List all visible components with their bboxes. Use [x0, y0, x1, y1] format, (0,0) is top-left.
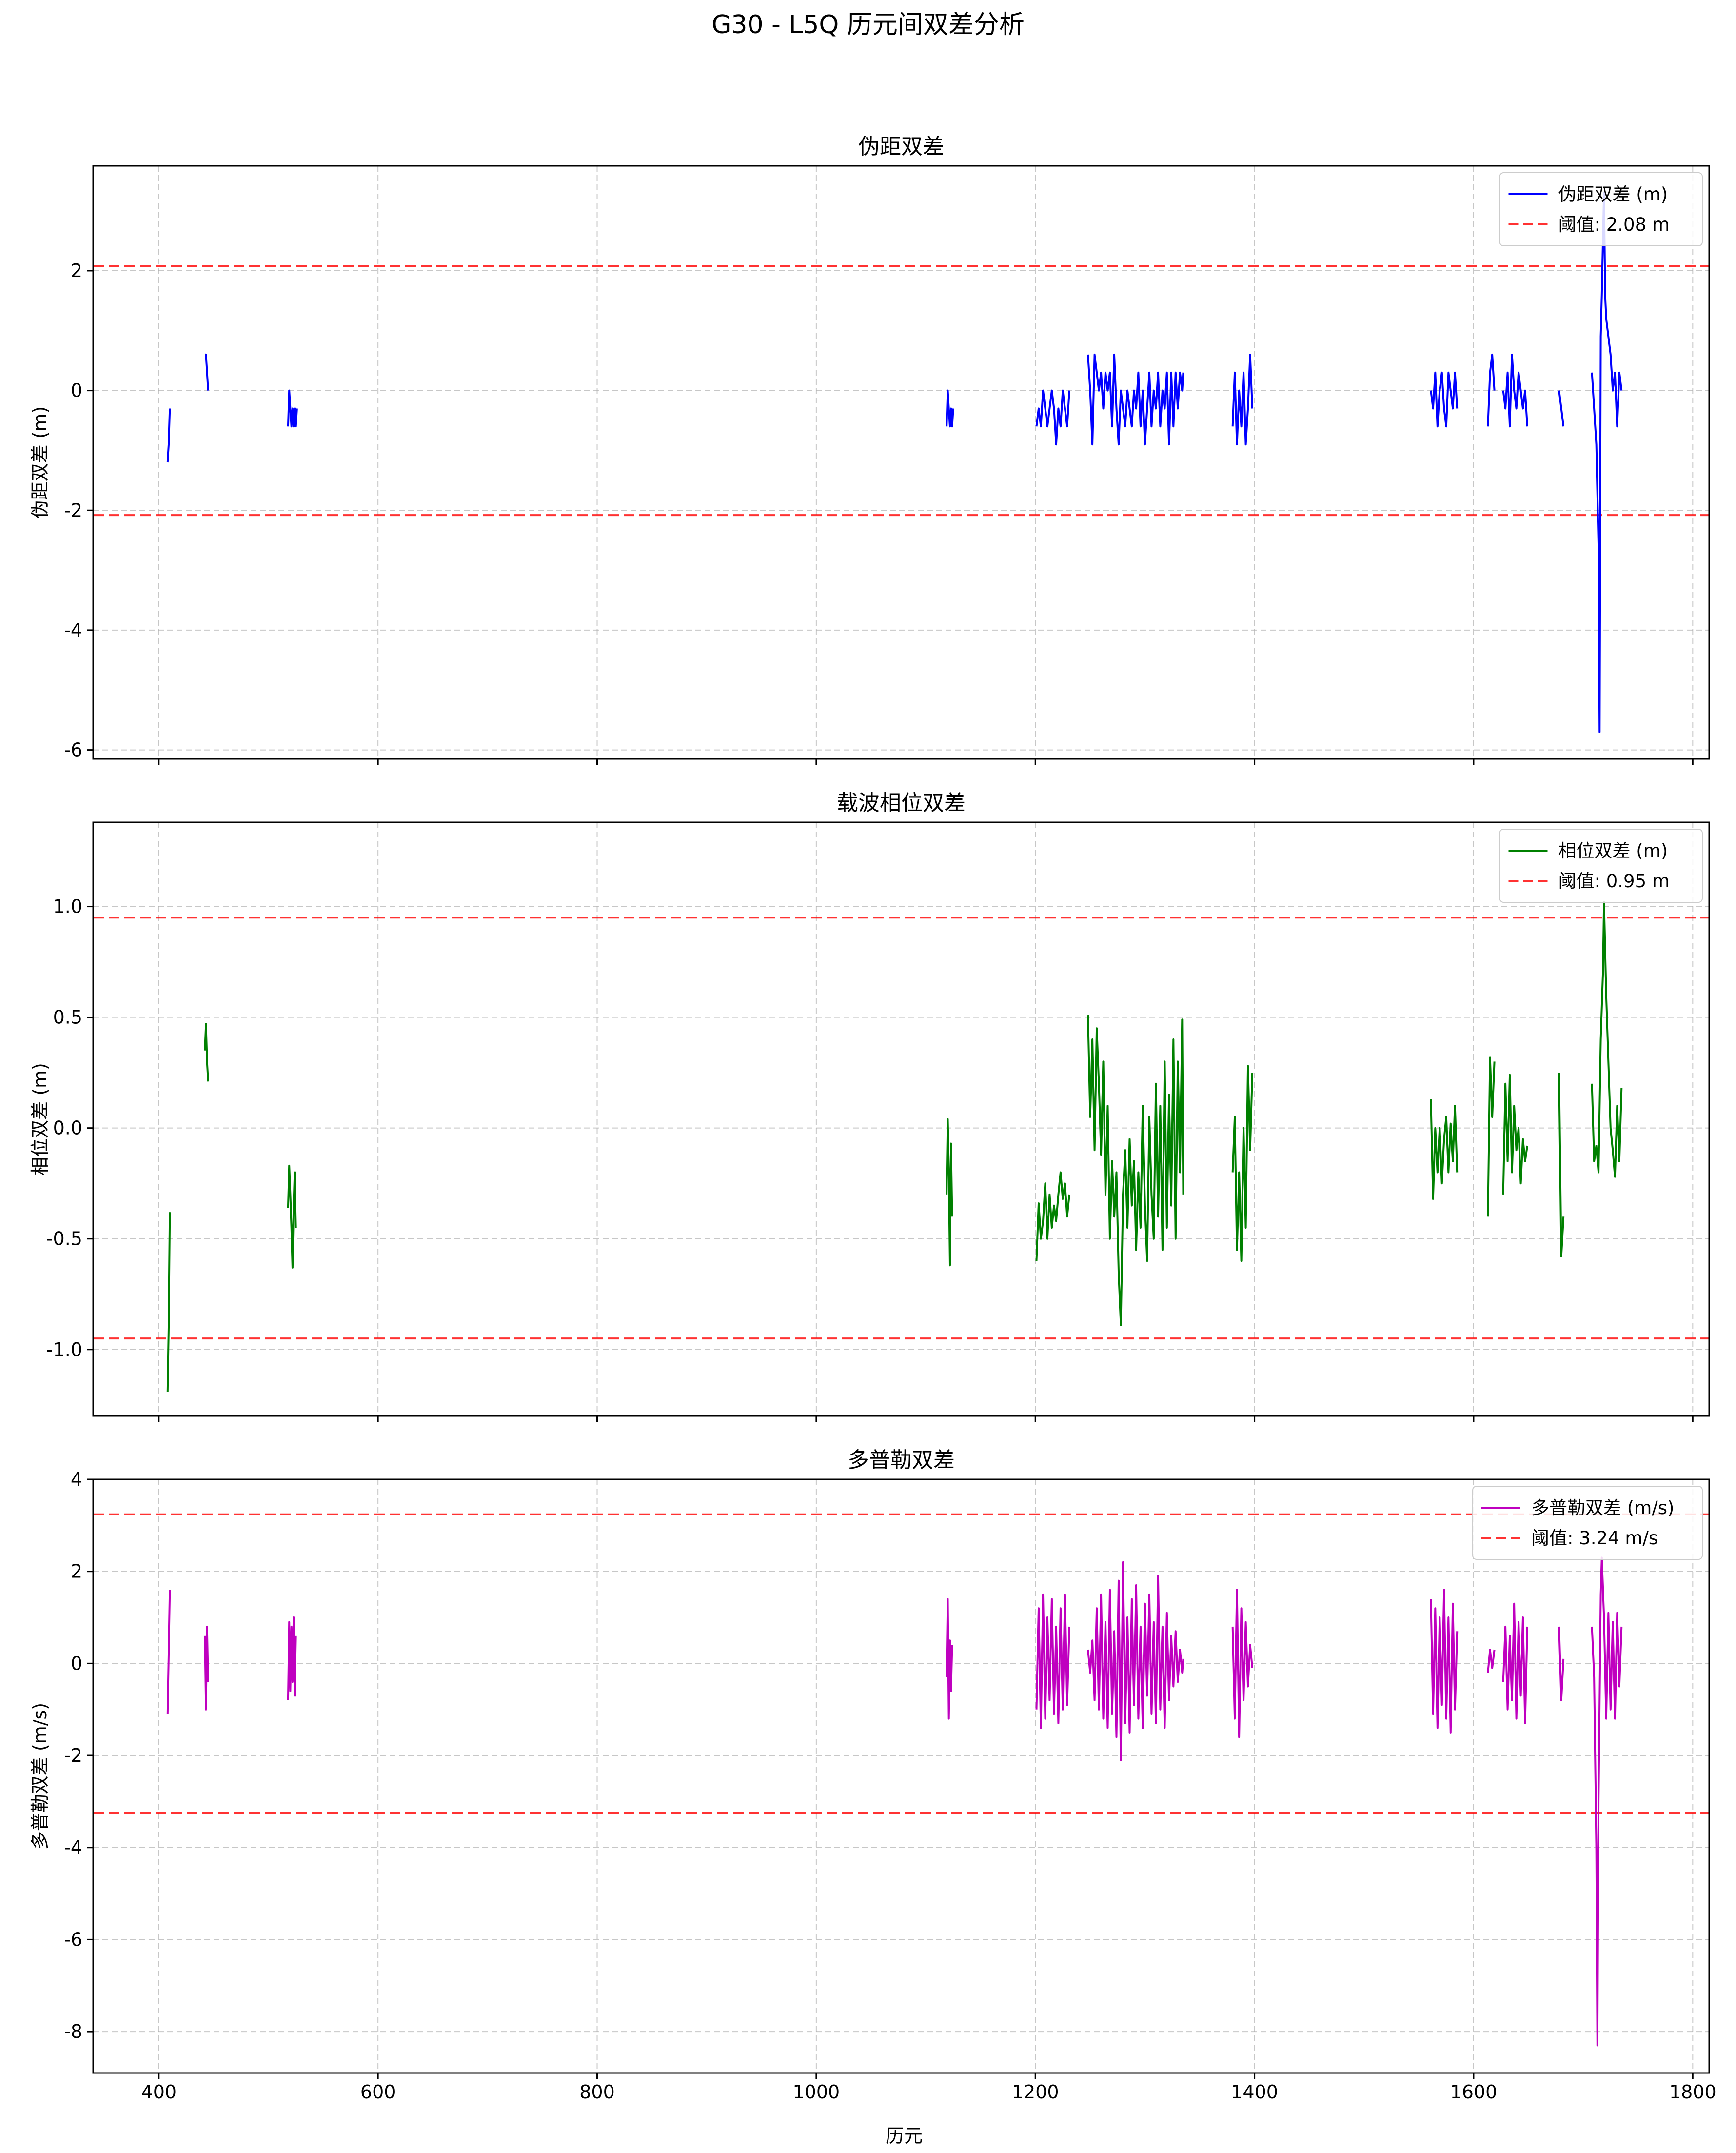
y-axis-label: 相位双差 (m) [29, 1063, 51, 1176]
x-tick-label: 1000 [793, 2081, 840, 2103]
y-tick-label: 0.0 [53, 1117, 82, 1139]
x-tick-label: 1400 [1231, 2081, 1278, 2103]
y-tick-label: 0 [71, 1653, 82, 1674]
chart-title: 多普勒双差 [848, 1448, 955, 1473]
legend-box [1499, 172, 1703, 246]
x-axis-label: 历元 [886, 2125, 923, 2147]
series-segment-4 [946, 1598, 953, 1720]
series-segment-9 [1487, 1649, 1496, 1673]
y-tick-label: 0 [71, 380, 82, 401]
axes-frame [92, 1478, 1710, 2074]
chart-title: 载波相位双差 [837, 791, 966, 816]
chart-panel-1: 伪距双差 2 0 -2 -4 -6 伪距双差 (m) 伪距双差 (m) 阈值: 2.08 m [29, 134, 1710, 765]
y-tick-label: 2 [71, 1561, 82, 1582]
axes-frame [92, 821, 1710, 1417]
legend-label: 相位双差 (m) [1558, 840, 1668, 861]
legend-label: 阈值: 3.24 m/s [1531, 1528, 1658, 1549]
series-segment-12 [1591, 1556, 1623, 2047]
series-segment-9 [1487, 1056, 1496, 1217]
chart-panel-3: 多普勒双差 400 600 800 1000 1200 1400 1600 1800 4 2 0 -2 -… [29, 1448, 1716, 2103]
series-segment-3 [287, 1164, 297, 1269]
series-segment-3 [287, 389, 298, 428]
legend-label: 多普勒双差 (m/s) [1531, 1497, 1674, 1518]
x-tick-label: 800 [579, 2081, 615, 2103]
series-segment-4 [946, 389, 954, 428]
series-segment-8 [1430, 1099, 1459, 1200]
series-segment-6 [1087, 1015, 1184, 1326]
y-tick-label: -6 [64, 739, 82, 761]
axes-frame [92, 165, 1710, 760]
x-tick-label: 1800 [1669, 2081, 1716, 2103]
series-segment-3 [287, 1616, 297, 1700]
series-segment-1 [166, 408, 171, 463]
series-segment-6 [1087, 1561, 1184, 1761]
x-tick-label: 1600 [1450, 2081, 1498, 2103]
y-axis-label: 伪距双差 (m) [29, 406, 51, 519]
legend-box [1499, 829, 1703, 903]
series-segment-2 [205, 353, 209, 391]
y-tick-label: -2 [64, 499, 82, 521]
series-segment-5 [1035, 1593, 1070, 1729]
y-tick-label: 2 [71, 260, 82, 281]
series-segment-10 [1502, 1602, 1528, 1724]
series-segment-7 [1231, 1589, 1254, 1738]
series-segment-10 [1502, 353, 1528, 428]
series-segment-2 [204, 1023, 209, 1082]
y-tick-label: -2 [64, 1745, 82, 1766]
series-segment-11 [1558, 1626, 1565, 1701]
y-tick-label: 0.5 [53, 1007, 82, 1028]
series-segment-1 [166, 1590, 171, 1714]
series-segment-12 [1591, 901, 1623, 1178]
legend: 多普勒双差 (m/s) 阈值: 3.24 m/s [1472, 1486, 1703, 1560]
series-segment-4 [946, 1118, 953, 1267]
x-tick-label: 400 [141, 2081, 177, 2103]
series-segment-7 [1231, 1065, 1254, 1262]
x-tick-label: 600 [360, 2081, 396, 2103]
series-segment-5 [1035, 1171, 1070, 1261]
series-segment-2 [204, 1625, 209, 1711]
series-segment-10 [1502, 1074, 1528, 1195]
legend: 伪距双差 (m) 阈值: 2.08 m [1499, 172, 1703, 246]
y-tick-label: -4 [64, 619, 82, 641]
legend-label: 伪距双差 (m) [1558, 184, 1668, 205]
y-tick-label: -8 [64, 2021, 82, 2042]
series-segment-5 [1035, 389, 1070, 446]
chart-panel-2: 载波相位双差 1.0 0.5 0.0 -0.5 -1.0 相位双差 (m) 相位双差 (m) 阈… [29, 791, 1710, 1422]
series-segment-8 [1430, 1589, 1459, 1734]
x-tick-label: 1200 [1012, 2081, 1059, 2103]
y-tick-label: -1.0 [46, 1339, 82, 1360]
series-segment-12 [1591, 192, 1623, 733]
y-tick-label: 4 [71, 1469, 82, 1490]
series-segment-11 [1558, 390, 1565, 427]
figure-title: G30 - L5Q 历元间双差分析 [711, 10, 1025, 40]
y-tick-label: -6 [64, 1929, 82, 1950]
series-segment-7 [1231, 353, 1254, 446]
legend-label: 阈值: 0.95 m [1558, 871, 1670, 892]
y-tick-label: -0.5 [46, 1228, 82, 1250]
series-segment-6 [1087, 353, 1184, 446]
series-segment-9 [1487, 353, 1496, 427]
y-axis-label: 多普勒双差 (m/s) [29, 1703, 51, 1850]
legend-box [1472, 1486, 1703, 1560]
series-segment-1 [166, 1212, 171, 1392]
series-segment-8 [1430, 371, 1459, 428]
legend-label: 阈值: 2.08 m [1558, 214, 1670, 235]
legend: 相位双差 (m) 阈值: 0.95 m [1499, 829, 1703, 903]
y-tick-label: 1.0 [53, 896, 82, 917]
chart-title: 伪距双差 [858, 134, 944, 159]
y-tick-label: -4 [64, 1837, 82, 1858]
series-segment-11 [1558, 1073, 1565, 1257]
